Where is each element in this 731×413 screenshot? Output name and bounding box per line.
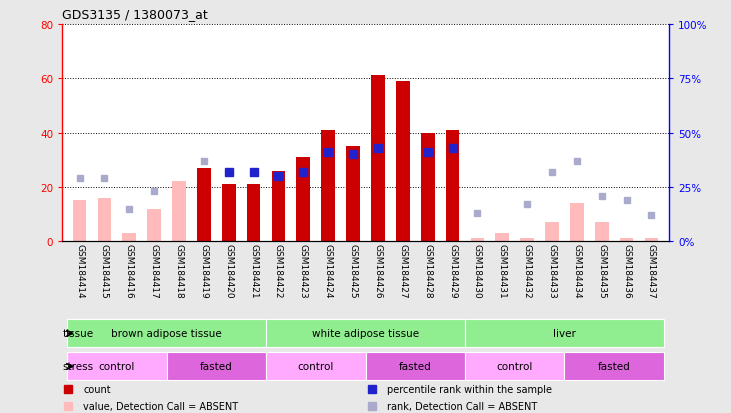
Bar — [222, 185, 235, 242]
Bar — [297, 158, 310, 242]
Text: GSM184428: GSM184428 — [423, 243, 432, 297]
Bar — [67, 320, 266, 347]
Bar — [272, 171, 285, 242]
Bar — [346, 147, 360, 242]
Text: rank, Detection Call = ABSENT: rank, Detection Call = ABSENT — [387, 401, 537, 411]
Text: GSM184420: GSM184420 — [224, 243, 233, 297]
Bar — [122, 233, 136, 242]
Text: GSM184424: GSM184424 — [324, 243, 333, 297]
Text: GSM184416: GSM184416 — [125, 243, 134, 298]
Bar — [366, 353, 465, 380]
Text: value, Detection Call = ABSENT: value, Detection Call = ABSENT — [83, 401, 238, 411]
Text: count: count — [83, 384, 111, 394]
Text: GSM184417: GSM184417 — [150, 243, 159, 298]
Bar — [197, 169, 211, 242]
Text: percentile rank within the sample: percentile rank within the sample — [387, 384, 552, 394]
Text: white adipose tissue: white adipose tissue — [312, 328, 419, 339]
Text: GSM184433: GSM184433 — [548, 243, 556, 298]
Bar — [421, 133, 434, 242]
Bar — [247, 185, 260, 242]
Bar — [471, 239, 484, 242]
Bar — [266, 353, 366, 380]
Text: GSM184432: GSM184432 — [523, 243, 531, 297]
Bar — [67, 353, 167, 380]
Text: GSM184419: GSM184419 — [200, 243, 208, 298]
Text: GSM184431: GSM184431 — [498, 243, 507, 298]
Text: fasted: fasted — [200, 361, 232, 372]
Bar — [396, 82, 409, 242]
Text: tissue: tissue — [63, 328, 94, 339]
Bar — [465, 353, 564, 380]
Bar — [97, 198, 111, 242]
Text: GSM184436: GSM184436 — [622, 243, 631, 298]
Text: control: control — [298, 361, 334, 372]
Bar — [620, 239, 634, 242]
Text: GSM184434: GSM184434 — [572, 243, 581, 297]
Text: GDS3135 / 1380073_at: GDS3135 / 1380073_at — [62, 8, 208, 21]
Bar — [520, 239, 534, 242]
Text: fasted: fasted — [598, 361, 631, 372]
Text: stress: stress — [63, 361, 94, 372]
Text: GSM184426: GSM184426 — [374, 243, 382, 297]
Text: GSM184415: GSM184415 — [100, 243, 109, 298]
Bar — [545, 223, 558, 242]
Bar — [167, 353, 266, 380]
Text: control: control — [496, 361, 533, 372]
Bar — [570, 204, 583, 242]
Bar — [446, 131, 459, 242]
Text: GSM184427: GSM184427 — [398, 243, 407, 297]
Bar — [564, 353, 664, 380]
Text: GSM184430: GSM184430 — [473, 243, 482, 298]
Bar — [465, 320, 664, 347]
Bar — [371, 76, 385, 242]
Text: liver: liver — [553, 328, 576, 339]
Text: fasted: fasted — [399, 361, 431, 372]
Bar — [595, 223, 609, 242]
Text: GSM184418: GSM184418 — [175, 243, 183, 298]
Bar — [266, 320, 465, 347]
Bar — [173, 182, 186, 242]
Text: control: control — [99, 361, 135, 372]
Text: GSM184423: GSM184423 — [299, 243, 308, 297]
Bar — [72, 201, 86, 242]
Bar — [148, 209, 161, 242]
Text: GSM184437: GSM184437 — [647, 243, 656, 298]
Text: brown adipose tissue: brown adipose tissue — [111, 328, 222, 339]
Bar — [322, 131, 335, 242]
Text: GSM184421: GSM184421 — [249, 243, 258, 297]
Text: GSM184422: GSM184422 — [274, 243, 283, 297]
Text: GSM184425: GSM184425 — [349, 243, 357, 297]
Text: GSM184435: GSM184435 — [597, 243, 606, 298]
Text: GSM184414: GSM184414 — [75, 243, 84, 297]
Bar — [645, 239, 659, 242]
Text: GSM184429: GSM184429 — [448, 243, 457, 297]
Bar — [496, 233, 509, 242]
